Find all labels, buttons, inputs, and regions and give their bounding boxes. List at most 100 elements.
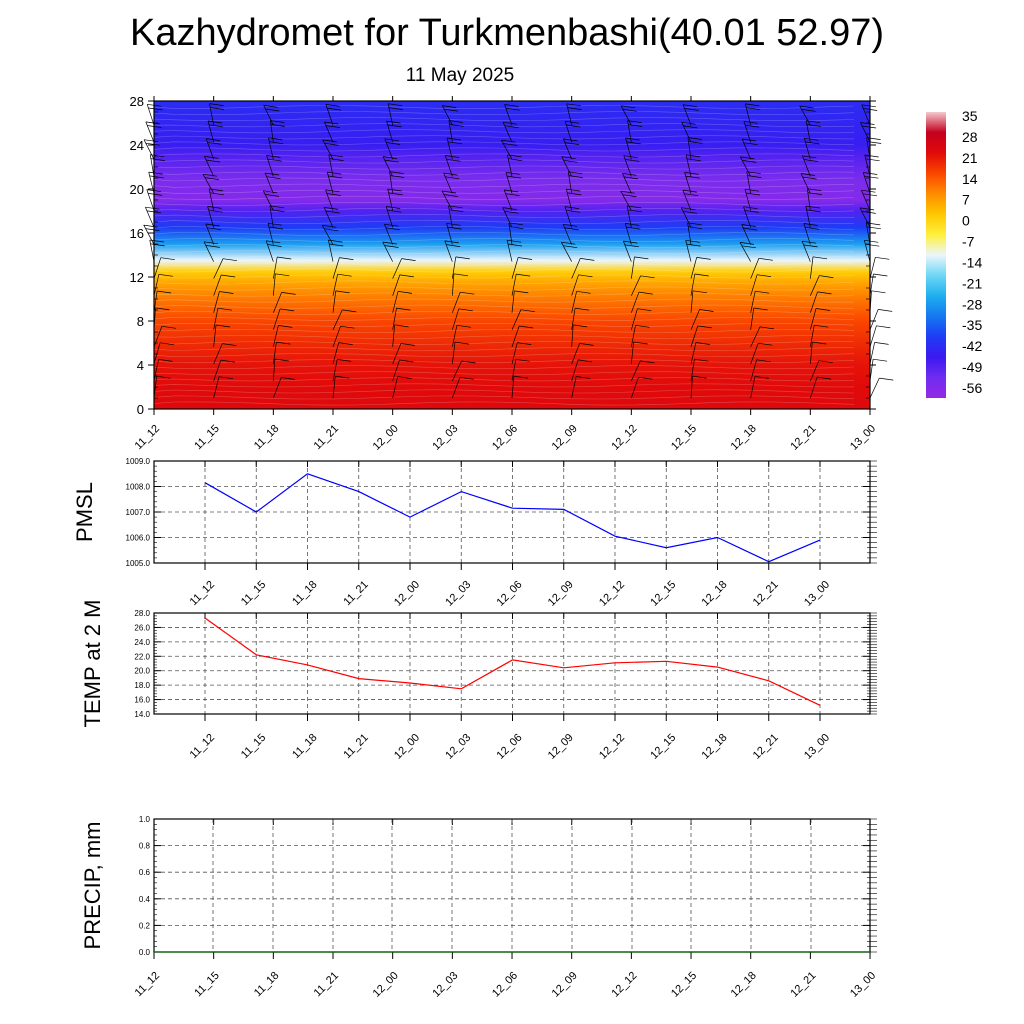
wind-barb-flag [756,359,771,363]
wind-barb-staff [750,359,758,382]
wind-barb-staff [626,205,632,228]
wind-barb [810,275,834,296]
wind-barb-flag [518,257,533,260]
wind-barb-staff [690,257,698,279]
x-tick-label: 12_15 [648,732,678,762]
wind-barb [265,240,282,262]
wind-barb-staff [502,122,513,143]
wind-barb-staff [560,242,572,262]
wind-barb-flag [804,137,819,141]
wind-barb [869,309,893,330]
wind-barb-flag [684,193,699,197]
wind-barb-flag [384,159,399,163]
wind-barb-flag [389,171,404,174]
wind-barb-staff [332,326,341,347]
y-tick-label: 0.6 [139,868,151,877]
wind-barb-flag [878,309,893,312]
wind-barb-flag [265,194,280,197]
wind-barb-flag [875,256,890,260]
wind-barb [803,223,820,245]
wind-barb-staff [263,105,274,126]
contour-line [153,147,855,152]
x-tick-label: 12_06 [490,423,520,453]
wind-barb-flag [329,243,344,247]
wind-barb-staff [750,307,755,330]
wind-barb-flag [148,107,163,111]
wind-barb [750,274,772,296]
wind-barb-staff [564,121,573,143]
wind-barb-flag [505,193,520,196]
wind-barb-staff [205,138,214,160]
wind-barb-flag [861,211,876,214]
wind-barb-staff [322,139,334,160]
wind-barb [392,359,414,382]
wind-barb [511,325,534,347]
wind-barb-staff [392,343,402,365]
x-tick-label: 13_00 [848,970,878,1000]
wind-barb-flag [865,158,880,162]
wind-barb-staff [503,189,513,211]
wind-barb-staff [441,190,453,211]
wind-barb-flag [208,124,224,128]
colorbar-label: 14 [962,171,978,187]
wind-barb-staff [690,342,697,364]
wind-barb-staff [511,376,515,399]
x-tick-label: 11_18 [290,732,320,762]
contour-line [153,183,855,188]
wind-barb-flag [448,205,463,209]
wind-barb [631,360,655,382]
wind-barb-staff [321,225,334,245]
wind-barb-staff [750,258,760,279]
pmsl-axis-title: PMSL [72,482,97,542]
wind-barb-staff [799,105,811,126]
wind-barb-staff [386,121,394,143]
wind-barb [801,240,818,262]
wind-barb [803,137,820,160]
wind-barb-flag [446,137,462,141]
wind-barb-flag [322,224,337,228]
wind-barb-staff [385,206,394,228]
wind-barb-staff [511,309,522,330]
wind-barb-staff [392,274,401,296]
wind-barb-staff [328,240,334,262]
wind-barb-staff [332,290,337,313]
wind-barb [690,358,709,382]
wind-barb-staff [571,274,579,296]
wind-barb-staff [392,324,395,347]
x-tick-label: 12_12 [597,732,627,762]
wind-barb-flag [866,226,881,230]
wind-barb-flag [205,245,220,248]
wind-barb [451,256,470,279]
wind-barb-staff [324,121,334,143]
wind-barb-flag [386,142,401,145]
wind-barb-flag [685,175,700,179]
wind-barb-staff [444,155,453,177]
wind-barb-flag [743,120,758,124]
wind-barb [750,307,768,330]
wind-barb-staff [511,342,518,364]
wind-barb-staff [803,223,811,245]
x-tick-label: 12_18 [700,732,730,762]
wind-barb-flag [695,342,710,345]
contour-line [153,298,855,303]
wind-barb-flag [508,222,523,226]
y-tick-label: 8 [137,314,144,329]
wind-barb-flag [207,227,222,231]
wind-barb [213,258,238,279]
wind-barb-flag [517,342,532,345]
wind-barb-staff [213,274,222,296]
wind-barb-staff [741,224,751,245]
wind-barb-staff [571,308,576,330]
wind-barb-staff [810,376,818,399]
wind-barb-flag [265,108,280,112]
wind-barb-staff [448,205,453,228]
wind-barb-flag [805,205,820,209]
wind-barb-flag [745,192,761,196]
wind-barb-staff [563,138,572,160]
wind-barb-flag [281,377,296,380]
wind-barb-staff [810,291,818,313]
wind-barb-flag [208,209,223,213]
wind-barb-flag [337,273,352,277]
wind-barb-flag [758,257,773,261]
colorbar-ramp [926,112,946,398]
